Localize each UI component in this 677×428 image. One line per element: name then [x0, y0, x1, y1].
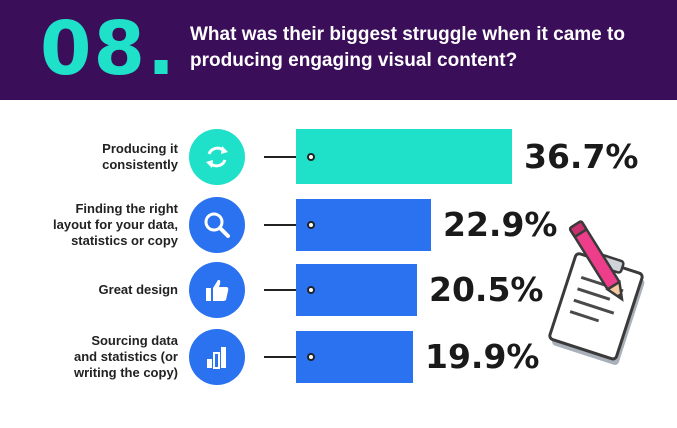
clipboard-pencil-icon	[548, 220, 645, 365]
bar-chart-icon	[189, 329, 245, 385]
chart-row: Producing it consistently 36.7%	[0, 128, 677, 199]
category-label-line: Sourcing data	[91, 333, 178, 348]
question-number: 08.	[40, 6, 178, 92]
refresh-icon	[189, 128, 245, 185]
bar	[296, 331, 413, 383]
connector-line	[264, 356, 312, 358]
category-label-line: statistics or copy	[71, 233, 178, 248]
category-label-line: Producing it	[102, 140, 178, 156]
category-label-line: Finding the right	[75, 201, 178, 216]
category-label-line: consistently	[102, 156, 178, 172]
chart-row: Great design 20.5%	[0, 262, 677, 334]
value-label: 20.5%	[429, 270, 544, 309]
category-label: Great design	[50, 282, 178, 298]
value-label: 36.7%	[524, 136, 639, 176]
category-label-line: layout for your data,	[53, 217, 178, 232]
connector-dot	[307, 221, 315, 229]
category-label-line: Great design	[98, 282, 178, 297]
category-label: Producing it consistently	[50, 141, 178, 173]
category-label-line: and statistics (or	[73, 349, 178, 364]
bar	[296, 264, 417, 316]
header-banner: 08. What was their biggest struggle when…	[0, 0, 677, 100]
bar	[296, 129, 512, 184]
question-title: What was their biggest struggle when it …	[190, 24, 625, 71]
magnifier-icon	[189, 197, 245, 253]
connector-line	[264, 155, 312, 158]
connector-dot	[307, 152, 315, 161]
chart-row: Sourcing data and statistics (or writing t…	[0, 329, 677, 401]
value-label: 22.9%	[443, 205, 558, 244]
thumbs-up-icon	[189, 262, 245, 318]
connector-dot	[307, 353, 315, 361]
chart-row: Finding the right layout for your data, st…	[0, 197, 677, 269]
category-label: Sourcing data and statistics (or writing t…	[50, 333, 178, 381]
category-label-line: writing the copy)	[74, 365, 178, 380]
connector-line	[264, 224, 312, 226]
connector-line	[264, 289, 312, 291]
connector-dot	[307, 286, 315, 294]
bar	[296, 199, 431, 251]
category-label: Finding the right layout for your data, st…	[50, 201, 178, 249]
value-label: 19.9%	[425, 337, 540, 376]
